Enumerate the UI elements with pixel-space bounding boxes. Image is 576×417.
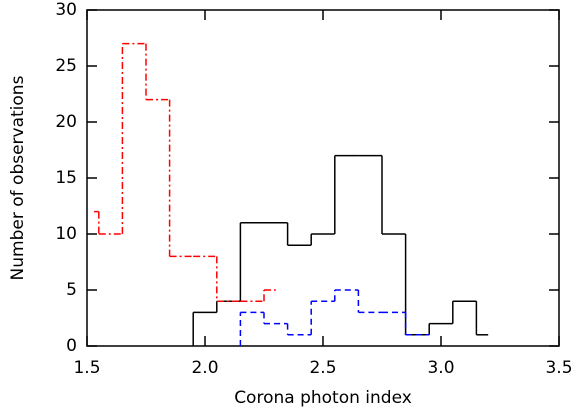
x-tick-label: 3.0 (427, 358, 454, 378)
x-tick-label: 3.5 (545, 358, 572, 378)
y-tick-label: 0 (66, 336, 77, 356)
y-tick-label: 25 (55, 56, 77, 76)
plot-frame (86, 9, 560, 347)
y-tick-label: 5 (66, 280, 77, 300)
x-axis-label: Corona photon index (234, 388, 412, 408)
y-tick-label: 15 (55, 168, 77, 188)
y-tick-label: 10 (55, 224, 77, 244)
y-axis-label: Number of observations (8, 75, 28, 280)
x-tick-label: 1.5 (73, 358, 100, 378)
y-tick-label: 30 (55, 0, 77, 20)
x-tick-label: 2.5 (309, 358, 336, 378)
y-tick-label: 20 (55, 112, 77, 132)
x-tick-label: 2.0 (191, 358, 218, 378)
